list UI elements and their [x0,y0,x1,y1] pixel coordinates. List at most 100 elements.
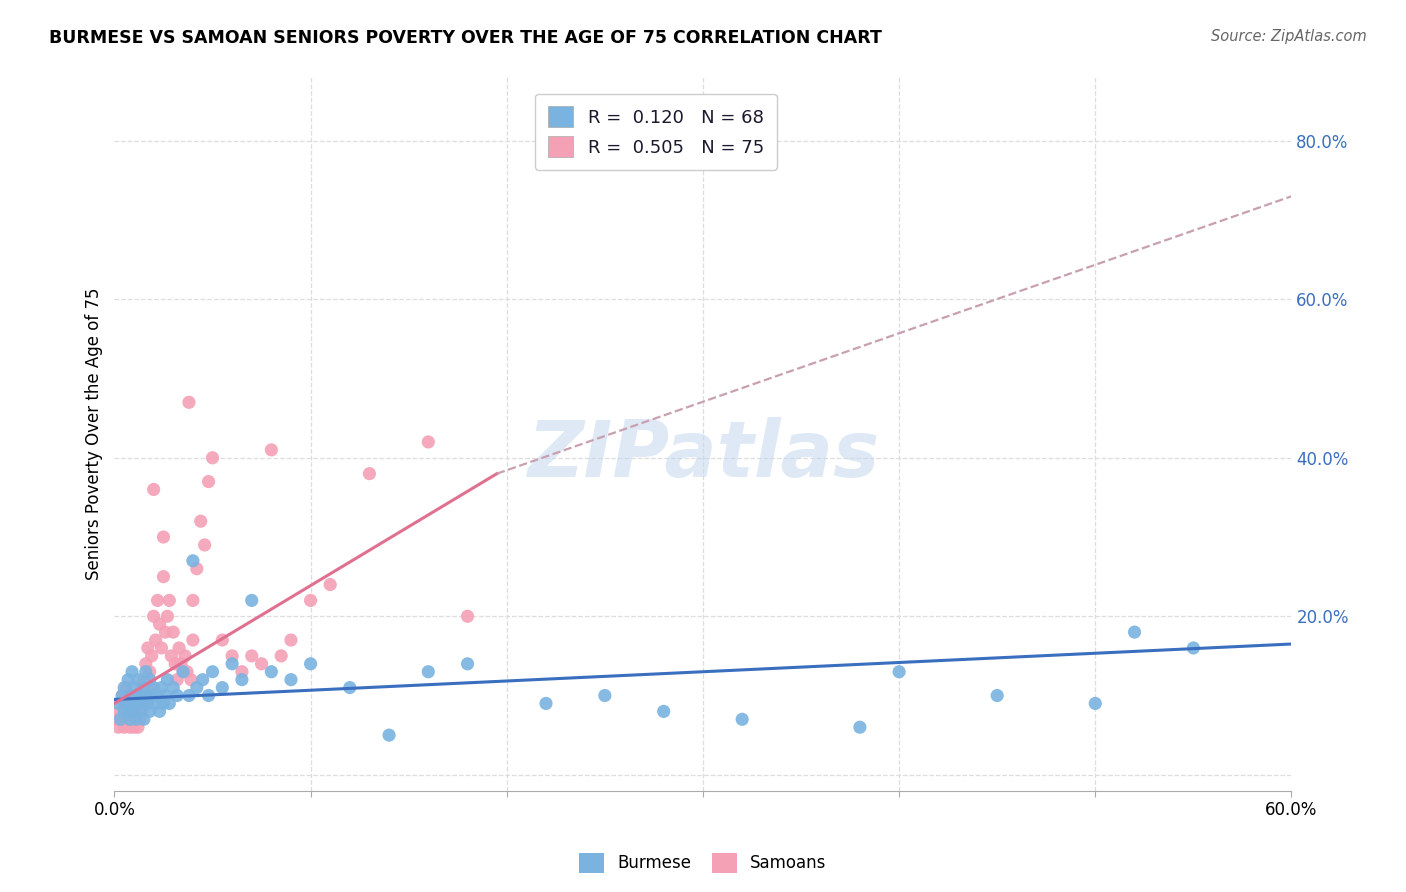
Point [142,609,165,624]
Point [280,633,302,648]
Point [120,712,142,726]
Point [121,665,143,679]
Point [131,704,153,718]
Point [731,712,754,726]
Point [132,712,155,726]
Point [117,673,139,687]
Point [141,689,163,703]
Point [177,395,200,409]
Point [174,648,197,663]
Point [122,704,145,718]
Point [136,697,159,711]
Point [177,689,200,703]
Point [148,704,170,718]
Point [129,697,152,711]
Point [457,657,479,671]
Point [378,728,401,742]
Point [270,648,292,663]
Point [157,593,180,607]
Point [121,712,143,726]
Point [166,689,188,703]
Point [107,720,129,734]
Point [127,697,149,711]
Point [105,712,128,726]
Point [1123,625,1146,640]
Point [138,673,160,687]
Point [534,697,557,711]
Point [131,681,153,695]
Point [125,689,148,703]
Point [132,681,155,695]
Point [135,665,157,679]
Point [280,673,302,687]
Point [132,673,155,687]
Text: ZIPatlas: ZIPatlas [527,417,879,493]
Point [117,712,139,726]
Point [180,673,202,687]
Point [129,712,152,726]
Point [849,720,872,734]
Point [112,704,135,718]
Point [125,689,148,703]
Point [186,681,208,695]
Point [176,665,198,679]
Point [131,697,153,711]
Point [221,657,243,671]
Point [250,657,273,671]
Point [197,689,219,703]
Point [231,673,253,687]
Point [299,593,322,607]
Point [299,657,322,671]
Point [112,697,135,711]
Point [162,625,184,640]
Point [127,673,149,687]
Point [986,689,1008,703]
Point [146,689,169,703]
Point [152,697,174,711]
Point [115,681,138,695]
Point [157,697,180,711]
Point [111,689,134,703]
Point [110,704,132,718]
Point [194,538,217,552]
Point [125,712,148,726]
Point [138,704,160,718]
Point [167,640,190,655]
Point [1084,697,1107,711]
Point [111,689,134,703]
Point [132,697,155,711]
Point [138,665,160,679]
Point [240,593,263,607]
Point [211,681,233,695]
Point [191,673,214,687]
Point [155,689,177,703]
Point [339,681,361,695]
Point [122,720,145,734]
Text: BURMESE VS SAMOAN SENIORS POVERTY OVER THE AGE OF 75 CORRELATION CHART: BURMESE VS SAMOAN SENIORS POVERTY OVER T… [49,29,882,47]
Point [141,648,163,663]
Point [150,681,173,695]
Point [127,704,149,718]
Point [181,554,204,568]
Point [110,712,132,726]
Point [887,665,910,679]
Point [652,704,675,718]
Point [221,648,243,663]
Point [121,704,143,718]
Point [260,442,283,457]
Point [142,483,165,497]
Point [111,712,134,726]
Point [129,704,152,718]
Point [135,657,157,671]
Point [120,689,142,703]
Point [186,562,208,576]
Point [190,514,212,528]
Point [145,697,167,711]
Point [127,720,149,734]
Point [138,681,160,695]
Point [125,712,148,726]
Legend: Burmese, Samoans: Burmese, Samoans [572,847,834,880]
Point [197,475,219,489]
Point [162,681,184,695]
Point [150,640,173,655]
